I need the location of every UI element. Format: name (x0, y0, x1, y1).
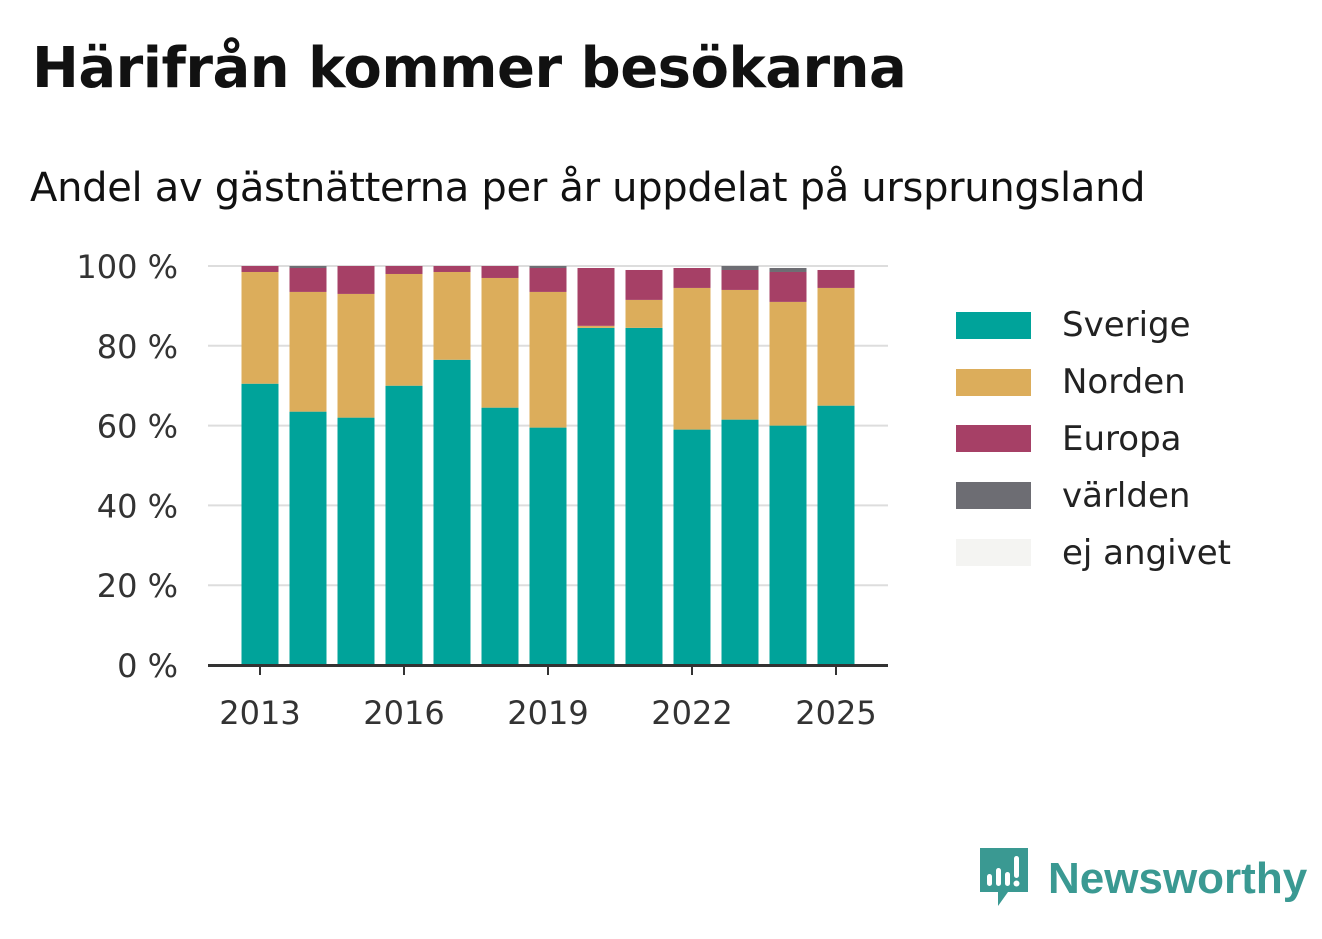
bar-segment-Sverige[interactable]: Sverige 2017 (433, 359, 471, 665)
bar-segment-Norden[interactable]: Norden 2025 (817, 287, 855, 406)
bar-segment-Sverige[interactable]: Sverige 2023 (721, 419, 759, 665)
chart-legend: Sverige Norden Europa världen ej angivet (956, 297, 1231, 581)
x-tick-label: 2022 (651, 694, 732, 732)
bar-segment-Sverige[interactable]: Sverige 2021 (625, 327, 663, 665)
bar-segment-världen[interactable]: världen 2019 (529, 266, 567, 268)
bar-segment-Europa[interactable]: Europa 2018 (481, 266, 519, 278)
bar-segment-Sverige[interactable]: Sverige 2022 (673, 429, 711, 665)
x-tick-label: 2016 (363, 694, 444, 732)
bar-segment-Europa[interactable]: Europa 2025 (817, 269, 855, 288)
legend-label: Europa (1062, 418, 1182, 459)
y-tick-label: 100 % (76, 248, 178, 286)
bar-segment-Europa[interactable]: Europa 2014 (289, 267, 327, 292)
bar-segment-Sverige[interactable]: Sverige 2016 (385, 385, 423, 665)
legend-swatch-norden (956, 368, 1031, 396)
bar-segment-Norden[interactable]: Norden 2019 (529, 291, 567, 428)
bar-segment-Europa[interactable]: Europa 2019 (529, 267, 567, 292)
legend-item-ej-angivet[interactable]: ej angivet (956, 524, 1231, 581)
bar-segment-Norden[interactable]: Norden 2016 (385, 273, 423, 386)
legend-item-varlden[interactable]: världen (956, 467, 1231, 524)
bar-segment-Sverige[interactable]: Sverige 2025 (817, 405, 855, 665)
bar-segment-Norden[interactable]: Norden 2020 (577, 325, 615, 328)
y-tick-label: 40 % (97, 487, 178, 525)
chart-subtitle: Andel av gästnätterna per år uppdelat på… (30, 165, 1146, 211)
bar-segment-Norden[interactable]: Norden 2013 (241, 271, 279, 384)
bar-segment-Sverige[interactable]: Sverige 2015 (337, 417, 375, 665)
bar-layer: Sverige 2013Norden 2013Europa 2013 Sverig… (241, 266, 855, 665)
bar-segment-Sverige[interactable]: Sverige 2014 (289, 411, 327, 665)
y-tick-label: 80 % (97, 328, 178, 366)
legend-swatch-ej-angivet (956, 539, 1031, 567)
bar-segment-Norden[interactable]: Norden 2017 (433, 271, 471, 360)
legend-item-europa[interactable]: Europa (956, 411, 1231, 468)
x-tick-label: 2013 (219, 694, 300, 732)
bar-segment-Sverige[interactable]: Sverige 2019 (529, 427, 567, 665)
bar-segment-Europa[interactable]: Europa 2016 (385, 266, 423, 274)
x-tick-label: 2025 (795, 694, 876, 732)
bar-segment-Europa[interactable]: Europa 2024 (769, 271, 807, 302)
bar-segment-Sverige[interactable]: Sverige 2020 (577, 327, 615, 665)
y-tick-label: 60 % (97, 408, 178, 446)
bar-segment-Norden[interactable]: Norden 2023 (721, 289, 759, 420)
bar-segment-Europa[interactable]: Europa 2022 (673, 267, 711, 288)
bar-segment-Sverige[interactable]: Sverige 2018 (481, 407, 519, 665)
legend-swatch-europa (956, 425, 1031, 453)
bar-segment-Sverige[interactable]: Sverige 2013 (241, 383, 279, 665)
brand-name: Newsworthy (1048, 854, 1308, 903)
bar-segment-Norden[interactable]: Norden 2015 (337, 293, 375, 418)
bar-segment-världen[interactable]: världen 2014 (289, 266, 327, 268)
legend-label: ej angivet (1062, 532, 1231, 573)
bar-segment-Norden[interactable]: Norden 2022 (673, 287, 711, 430)
bar-segment-Norden[interactable]: Norden 2021 (625, 299, 663, 328)
legend-item-sverige[interactable]: Sverige (956, 297, 1231, 354)
legend-label: Sverige (1062, 305, 1191, 346)
bar-segment-världen[interactable]: världen 2023 (721, 266, 759, 270)
bar-segment-Norden[interactable]: Norden 2014 (289, 291, 327, 412)
y-tick-label: 0 % (117, 647, 178, 685)
bar-segment-Norden[interactable]: Norden 2018 (481, 277, 519, 408)
bar-segment-Europa[interactable]: Europa 2023 (721, 269, 759, 290)
bar-segment-Europa[interactable]: Europa 2021 (625, 269, 663, 300)
y-tick-label: 20 % (97, 567, 178, 605)
stacked-bar-chart: Sverige 2013Norden 2013Europa 2013 Sverig… (76, 248, 888, 732)
bar-segment-Europa[interactable]: Europa 2017 (433, 266, 471, 272)
legend-swatch-sverige (956, 311, 1031, 339)
legend-label: världen (1062, 475, 1191, 516)
bar-chart-icon (980, 848, 1028, 906)
axis-layer: 0 % 20 % 40 % 60 % 80 % 100 % 2013 2016 2019 2022… (76, 248, 888, 732)
x-tick-label: 2019 (507, 694, 588, 732)
legend-label: Norden (1062, 362, 1186, 403)
bar-segment-Norden[interactable]: Norden 2024 (769, 301, 807, 426)
chart-title: Härifrån kommer besökarna (32, 36, 907, 101)
legend-item-norden[interactable]: Norden (956, 354, 1231, 411)
legend-swatch-varlden (956, 482, 1031, 510)
bar-segment-Europa[interactable]: Europa 2013 (241, 266, 279, 272)
bar-segment-Europa[interactable]: Europa 2015 (337, 266, 375, 294)
newsworthy-logo[interactable]: Newsworthy (980, 848, 1307, 910)
bar-segment-Sverige[interactable]: Sverige 2024 (769, 425, 807, 665)
bar-segment-världen[interactable]: världen 2024 (769, 267, 807, 272)
bar-segment-Europa[interactable]: Europa 2020 (577, 267, 615, 326)
